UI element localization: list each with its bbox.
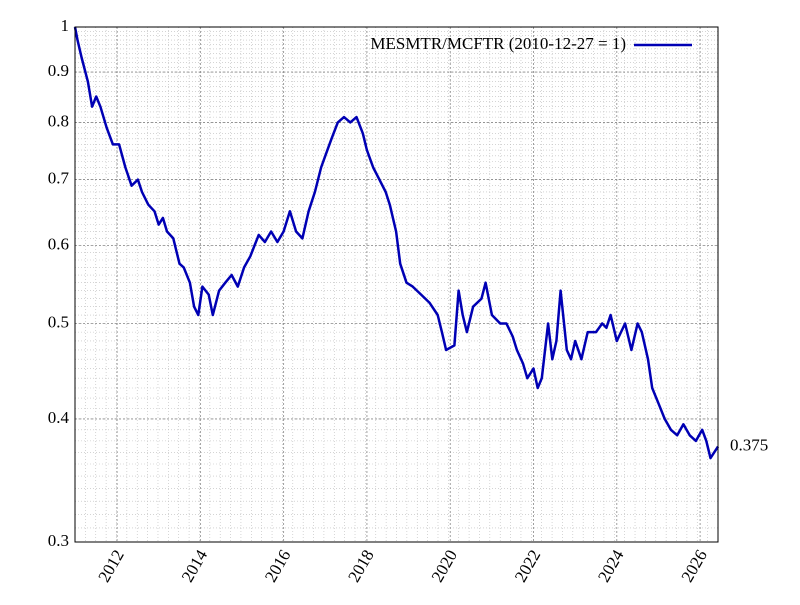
plot	[73, 26, 720, 460]
plot-frame	[74, 26, 719, 543]
x-tick-label: 2024	[594, 546, 628, 585]
end-label: 0.375	[730, 435, 768, 454]
x-tick-label: 2022	[511, 546, 544, 585]
data-line	[73, 26, 720, 460]
y-tick-label: 0.3	[48, 531, 69, 550]
x-tick-label: 2014	[178, 546, 212, 585]
legend-label: MESMTR/MCFTR (2010-12-27 = 1)	[370, 34, 626, 53]
x-tick-label: 2020	[428, 546, 461, 585]
y-tick-label: 0.9	[48, 61, 69, 80]
x-tick-label: 2012	[94, 546, 127, 585]
x-tick-label: 2018	[344, 546, 377, 585]
grid	[75, 26, 718, 543]
y-tick-label: 0.5	[48, 312, 69, 331]
x-tick-label: 2016	[261, 546, 294, 585]
y-tick-label: 1	[61, 16, 70, 35]
y-tick-label: 0.7	[48, 168, 70, 187]
y-tick-label: 0.4	[48, 408, 70, 427]
x-tick-label: 2026	[677, 546, 710, 585]
y-tick-label: 0.6	[48, 234, 69, 253]
y-tick-label: 0.8	[48, 111, 69, 130]
